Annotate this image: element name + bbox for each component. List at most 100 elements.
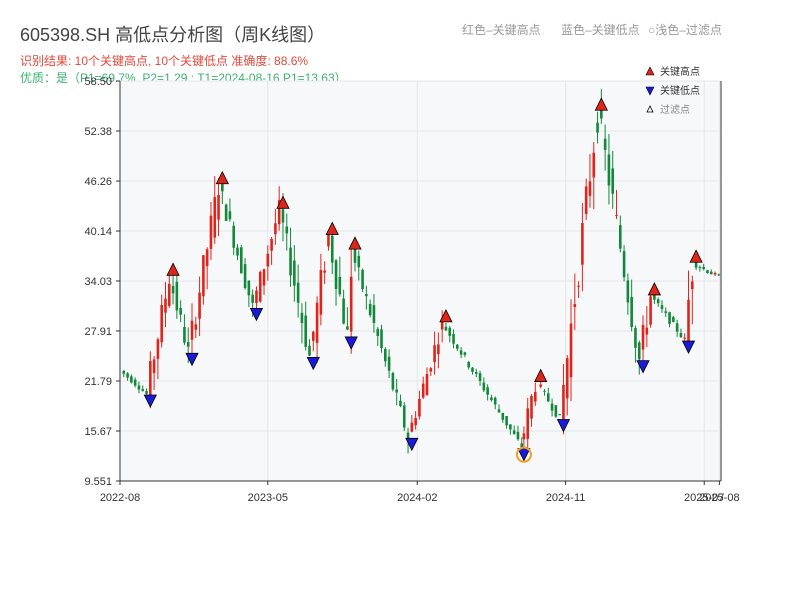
candle-body	[293, 260, 296, 286]
candle-body	[467, 362, 470, 368]
candle-body	[209, 215, 213, 249]
candle-body	[463, 352, 467, 355]
candle-body	[672, 317, 675, 323]
candle-body	[459, 350, 463, 355]
candle-body	[565, 358, 569, 399]
candle-body	[691, 281, 694, 290]
candle-body	[546, 393, 550, 402]
candle-body	[581, 223, 584, 265]
candle-body	[512, 430, 516, 435]
candle-body	[311, 331, 315, 341]
candle-body	[433, 345, 436, 363]
candle-body	[530, 395, 533, 419]
candle-body	[376, 328, 380, 336]
candle-body	[243, 264, 247, 289]
candle-body	[247, 280, 251, 296]
candle-body	[630, 296, 633, 327]
x-tick-label: 2022-08	[100, 492, 140, 504]
candle-body	[486, 387, 489, 395]
key-high-marker	[276, 195, 290, 209]
candle-body	[387, 356, 391, 371]
filtered-point-circle	[515, 446, 532, 463]
key-low-marker	[405, 437, 419, 452]
candle-body	[554, 405, 558, 417]
candle-body	[395, 389, 398, 393]
x-tick-label: 2025-08	[699, 492, 739, 504]
y-tick-label: 46.26	[84, 176, 112, 188]
candle-body	[179, 308, 182, 315]
candle-body	[520, 443, 524, 449]
key-low-marker	[185, 352, 199, 367]
candle-body	[141, 389, 145, 391]
candle-body	[221, 181, 224, 192]
candle-body	[334, 260, 338, 289]
candle-body	[285, 226, 289, 234]
candle-body	[490, 397, 493, 401]
candle-body	[493, 397, 497, 405]
candle-body	[562, 384, 565, 431]
legend-label: 关键高点	[660, 65, 700, 78]
candle-body	[543, 390, 546, 392]
candle-body	[224, 204, 228, 221]
key-high-marker	[594, 97, 608, 111]
candle-body	[516, 431, 520, 440]
key-high-marker	[166, 262, 180, 276]
candle-body	[323, 270, 326, 273]
candle-body	[649, 296, 652, 325]
candle-body	[277, 200, 281, 225]
candle-body	[149, 361, 152, 404]
candle-body	[239, 247, 243, 274]
candle-body	[232, 225, 236, 248]
candle-body	[522, 433, 526, 440]
candle-body	[137, 385, 141, 390]
candle-body	[319, 270, 323, 315]
candle-body	[550, 403, 554, 411]
legend-low-icon	[645, 86, 655, 96]
candle-body	[444, 326, 448, 331]
candle-body	[349, 276, 353, 332]
candle-body	[505, 416, 508, 426]
candle-body	[584, 186, 588, 215]
chart-title: 605398.SH 高低点分析图（周K线图）	[20, 25, 326, 45]
x-tick-label: 2023-05	[248, 492, 288, 504]
candle-body	[213, 197, 217, 238]
candle-body	[122, 370, 126, 374]
candle-body	[156, 339, 160, 359]
candle-body	[509, 424, 512, 430]
candle-body	[171, 285, 175, 294]
candle-body	[202, 255, 205, 297]
candle-body	[645, 327, 649, 335]
candle-body	[133, 379, 137, 386]
candle-body	[361, 269, 364, 290]
candle-body	[164, 298, 167, 313]
candle-body	[330, 235, 334, 263]
recognition-result: 识别结果: 10个关键高点, 10个关键低点 准确度: 88.6%	[20, 54, 309, 68]
candle-body	[175, 281, 179, 311]
candle-body	[448, 327, 452, 336]
legend-filtered-icon	[646, 105, 654, 113]
candle-body	[526, 408, 530, 439]
candle-body	[706, 270, 709, 274]
key-low-marker	[249, 307, 264, 322]
candle-body	[603, 138, 607, 150]
candle-body	[641, 324, 645, 350]
candle-body	[236, 247, 239, 256]
candle-body	[410, 422, 414, 432]
pivot-markers	[143, 97, 703, 463]
candle-body	[414, 417, 417, 426]
candle-body	[474, 371, 478, 374]
y-tick-label: 40.14	[84, 226, 112, 238]
key-low-marker	[636, 360, 650, 374]
candle-body	[425, 373, 429, 396]
key-high-marker	[348, 236, 362, 250]
candle-body	[262, 269, 266, 286]
candle-body	[418, 398, 421, 417]
candle-body	[357, 255, 361, 268]
candle-body	[660, 305, 664, 309]
candle-body	[456, 344, 459, 349]
y-axis-ticks: 9.551 15.67 21.79 27.91 34.03 40.14 46.26 52.38…	[84, 76, 120, 488]
candle-body	[194, 324, 198, 330]
y-tick-label: 34.03	[84, 276, 112, 288]
top-legend-light-label: 浅色–过滤点	[655, 23, 722, 37]
